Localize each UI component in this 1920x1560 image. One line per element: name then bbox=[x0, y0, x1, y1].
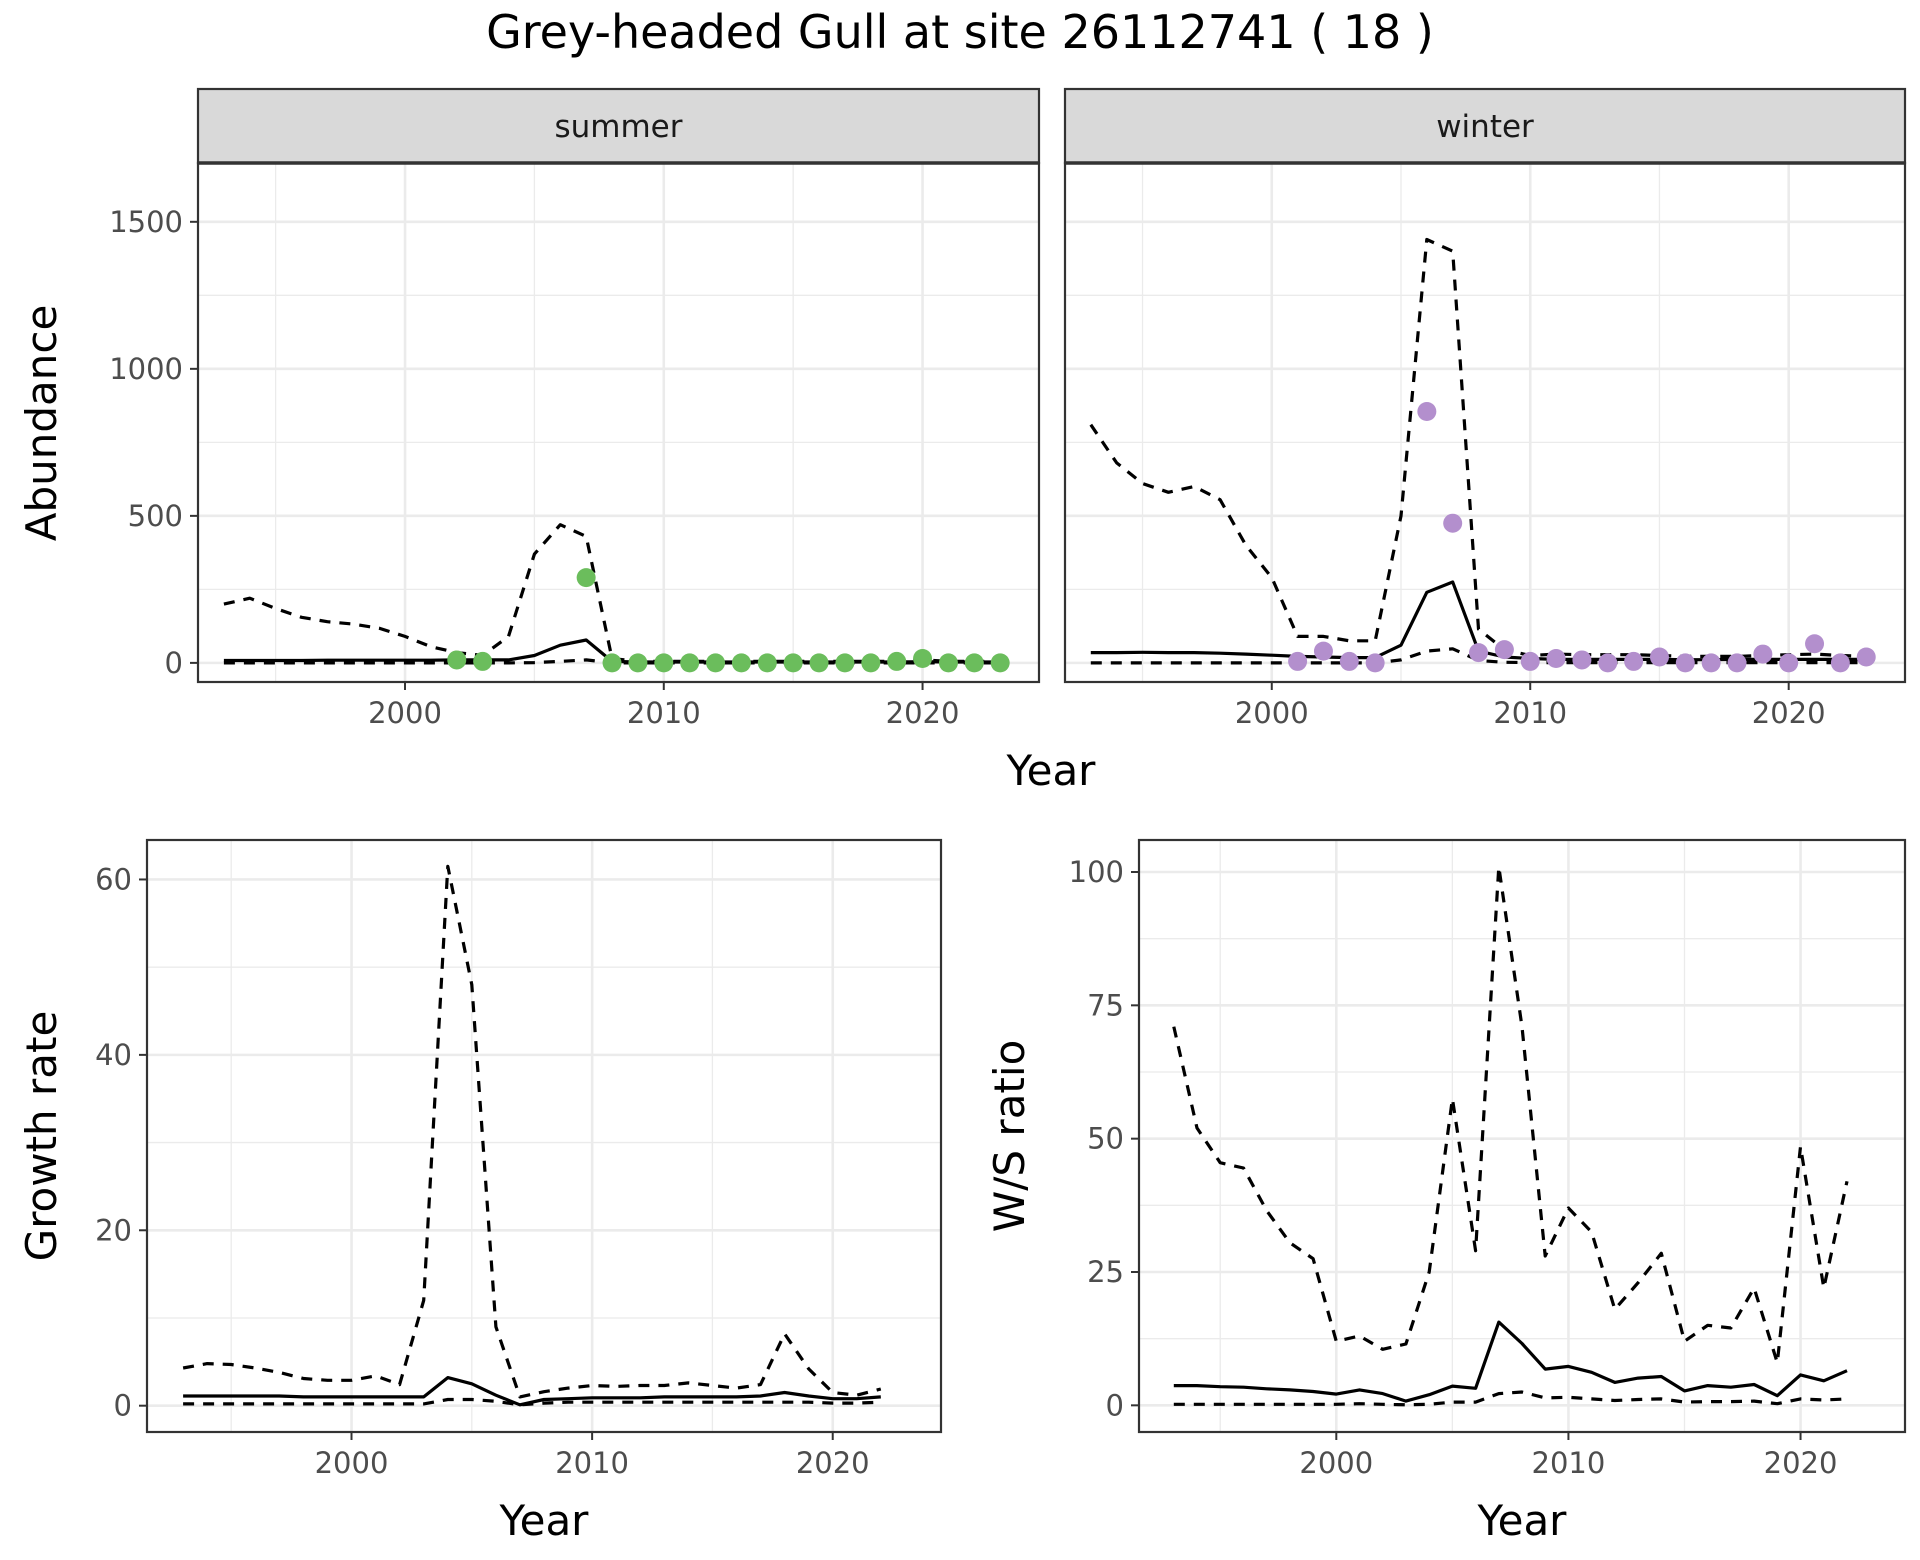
data-point bbox=[1546, 648, 1566, 668]
mean-line bbox=[183, 1376, 881, 1407]
data-point bbox=[1494, 640, 1514, 660]
x-tick-label: 2010 bbox=[555, 1446, 629, 1480]
data-point bbox=[809, 653, 829, 673]
y-tick-label: 75 bbox=[1087, 988, 1124, 1022]
y-tick-label: 50 bbox=[1087, 1122, 1124, 1156]
data-point bbox=[938, 653, 958, 673]
data-point bbox=[1649, 647, 1669, 667]
data-point bbox=[990, 653, 1010, 673]
lower-bound-line bbox=[183, 1397, 881, 1407]
y-tick-label: 1000 bbox=[109, 352, 183, 386]
data-point bbox=[1727, 653, 1747, 673]
data-point bbox=[861, 653, 881, 673]
data-point bbox=[628, 653, 648, 673]
abundance-y-axis-title: Abundance bbox=[17, 305, 66, 542]
strip-summer bbox=[196, 87, 1041, 165]
panel-marks bbox=[1172, 865, 1849, 1407]
y-tick-label: 100 bbox=[1069, 855, 1124, 889]
x-tick-label: 2020 bbox=[1764, 1446, 1838, 1480]
panel-marks bbox=[1089, 237, 1876, 673]
data-point bbox=[1805, 634, 1825, 654]
lower-bound-line bbox=[1173, 1390, 1848, 1407]
data-point bbox=[964, 653, 984, 673]
data-point bbox=[1675, 653, 1695, 673]
x-tick-label: 2000 bbox=[368, 696, 442, 730]
growth-rate-panel: 2000 2010 2020 0 20 40 60 bbox=[95, 838, 943, 1480]
abundance-x-axis-title: Year bbox=[1006, 746, 1097, 795]
ws-ratio-y-axis-title: W/S ratio bbox=[985, 1040, 1034, 1233]
data-point bbox=[757, 653, 777, 673]
y-tick-label: 20 bbox=[95, 1213, 132, 1247]
x-tick-label: 2020 bbox=[886, 696, 960, 730]
y-tick-label: 25 bbox=[1087, 1255, 1124, 1289]
data-point bbox=[835, 653, 855, 673]
data-point bbox=[783, 653, 803, 673]
panel-border bbox=[196, 161, 1041, 684]
y-tick-label: 1500 bbox=[109, 205, 183, 239]
strip-label-winter: winter bbox=[1436, 109, 1534, 145]
x-tick-label: 2020 bbox=[796, 1446, 870, 1480]
x-tick-label: 2010 bbox=[1493, 696, 1567, 730]
data-point bbox=[1365, 653, 1385, 673]
main-title: Grey-headed Gull at site 26112741 ( 18 ) bbox=[486, 5, 1434, 59]
y-tick-label: 0 bbox=[1106, 1388, 1124, 1422]
facet-summer: 2000 2010 2020 0 500 1000 1500 summer bbox=[109, 87, 1041, 730]
data-point bbox=[576, 568, 596, 588]
facet-summer-background bbox=[198, 163, 1039, 682]
data-point bbox=[1598, 653, 1618, 673]
data-point bbox=[1520, 651, 1540, 671]
x-tick-label: 2000 bbox=[1235, 696, 1309, 730]
panel-marks bbox=[223, 523, 1010, 673]
data-point bbox=[447, 650, 467, 670]
ws-ratio-panel: 2000 2010 2020 0 25 50 75 100 bbox=[1069, 838, 1907, 1480]
x-tick-label: 2010 bbox=[627, 696, 701, 730]
growth-rate-panel-background bbox=[147, 840, 941, 1432]
ws-ratio-x-axis-title: Year bbox=[1477, 1496, 1568, 1545]
strip-winter bbox=[1063, 87, 1907, 165]
data-point bbox=[1753, 644, 1773, 664]
data-point bbox=[1288, 651, 1308, 671]
data-point bbox=[1339, 651, 1359, 671]
x-tick-label: 2000 bbox=[1299, 1446, 1373, 1480]
data-point bbox=[1572, 650, 1592, 670]
data-point bbox=[1856, 647, 1876, 667]
x-tick-label: 2000 bbox=[315, 1446, 389, 1480]
data-point bbox=[1701, 653, 1721, 673]
data-point bbox=[706, 653, 726, 673]
data-point bbox=[1443, 513, 1463, 533]
x-tick-label: 2010 bbox=[1532, 1446, 1606, 1480]
strip-label-summer: summer bbox=[554, 109, 682, 145]
data-point bbox=[1830, 653, 1850, 673]
facet-winter: 2000 2010 2020 winter bbox=[1063, 87, 1907, 730]
data-point bbox=[913, 648, 933, 668]
growth-rate-x-axis-title: Year bbox=[499, 1496, 590, 1545]
y-tick-label: 0 bbox=[114, 1389, 132, 1423]
data-point bbox=[602, 653, 622, 673]
y-tick-label: 40 bbox=[95, 1038, 132, 1072]
facet-winter-background bbox=[1065, 163, 1905, 682]
data-point bbox=[654, 653, 674, 673]
y-tick-label: 0 bbox=[165, 646, 183, 680]
data-point bbox=[1624, 651, 1644, 671]
data-point bbox=[680, 653, 700, 673]
panel-border bbox=[1063, 161, 1907, 684]
growth-rate-y-axis-title: Growth rate bbox=[17, 1011, 66, 1262]
panel-border bbox=[145, 838, 943, 1434]
y-tick-label: 500 bbox=[128, 499, 183, 533]
panel-border bbox=[1137, 838, 1907, 1434]
data-point bbox=[1417, 401, 1437, 421]
y-tick-label: 60 bbox=[95, 862, 132, 896]
x-tick-label: 2020 bbox=[1752, 696, 1826, 730]
data-point bbox=[1469, 643, 1489, 663]
upper-bound-line bbox=[1089, 237, 1867, 658]
data-point bbox=[887, 651, 907, 671]
panel-marks bbox=[182, 864, 882, 1407]
data-point bbox=[473, 651, 493, 671]
mean-line bbox=[1173, 1320, 1848, 1403]
data-point bbox=[1779, 653, 1799, 673]
data-point bbox=[1313, 641, 1333, 661]
data-point bbox=[731, 653, 751, 673]
